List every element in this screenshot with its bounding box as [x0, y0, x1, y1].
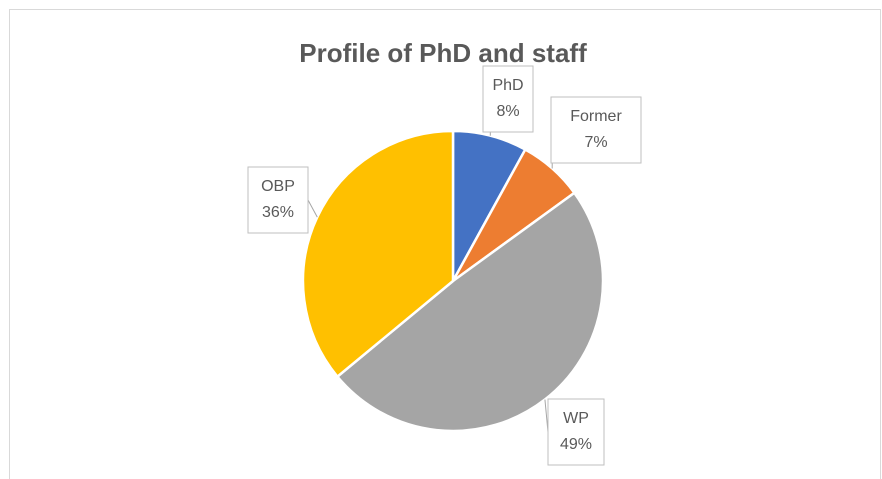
leader-line [307, 199, 318, 218]
label-name: WP [563, 410, 589, 427]
label-value: 36% [262, 204, 294, 221]
label-name: Former [570, 108, 622, 125]
label-name: OBP [261, 178, 295, 195]
label-value: 8% [496, 103, 519, 120]
leader-line [544, 399, 549, 433]
label-box [482, 65, 534, 133]
label-box [550, 96, 642, 164]
chart-title: Profile of PhD and staff [299, 38, 587, 68]
label-name: PhD [492, 77, 523, 94]
label-box [247, 166, 309, 234]
label-value: 49% [560, 436, 592, 453]
label-value: 7% [584, 134, 607, 151]
label-box [547, 398, 605, 466]
